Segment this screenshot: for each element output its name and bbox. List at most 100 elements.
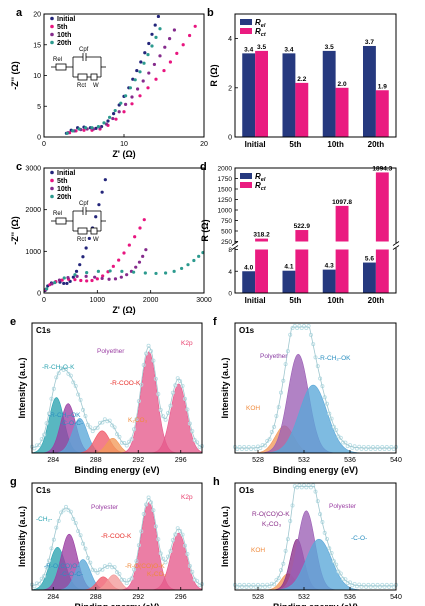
data-point xyxy=(150,44,154,48)
x-tick-label: 20th xyxy=(368,140,385,149)
y-tick-label: 750 xyxy=(221,218,232,225)
circuit-label: Rel xyxy=(53,211,62,217)
data-point xyxy=(45,287,49,291)
y-tick-label: 250 xyxy=(221,239,232,246)
peak-annotation: Polyester xyxy=(91,504,119,511)
raw-data-point xyxy=(124,581,129,586)
raw-data-point xyxy=(375,445,380,450)
raw-data-point xyxy=(368,447,373,452)
plot-frame xyxy=(234,167,397,294)
legend-label: 10th xyxy=(57,186,71,193)
data-point xyxy=(128,86,132,90)
raw-data-point xyxy=(90,429,95,434)
raw-data-point xyxy=(237,445,242,450)
data-point xyxy=(62,281,66,286)
raw-data-point xyxy=(308,485,313,490)
bar-rel xyxy=(362,45,376,138)
warburg-icon xyxy=(90,227,98,235)
raw-data-point xyxy=(391,584,396,589)
data-point xyxy=(188,33,192,38)
raw-data-point xyxy=(361,582,366,587)
raw-data-point xyxy=(301,483,306,488)
data-point xyxy=(104,122,108,126)
raw-data-point xyxy=(384,445,389,450)
data-point xyxy=(84,246,88,250)
peak-annotation: KOH xyxy=(246,405,260,412)
bar-rct xyxy=(375,249,389,293)
x-tick-label: 1000 xyxy=(90,297,106,304)
data-point xyxy=(158,54,162,58)
bar-rct xyxy=(295,249,309,293)
raw-data-point xyxy=(370,445,375,450)
raw-data-point xyxy=(64,504,69,509)
raw-data-point xyxy=(244,447,249,452)
bar-rct xyxy=(335,87,349,137)
x-tick-label: 536 xyxy=(344,457,356,464)
y-tick-label: 0 xyxy=(37,291,41,298)
raw-data-point xyxy=(88,425,93,430)
bar-value-label: 1.9 xyxy=(378,83,387,90)
raw-data-point xyxy=(352,444,357,449)
raw-data-point xyxy=(373,584,378,589)
x-tick-label: 10 xyxy=(120,141,128,148)
raw-data-point xyxy=(304,326,309,331)
data-point xyxy=(90,126,94,130)
x-tick-label: 10th xyxy=(327,296,344,305)
data-point xyxy=(146,86,150,90)
data-point xyxy=(122,251,126,255)
y-tick-label: 8 xyxy=(228,247,232,254)
legend-swatch xyxy=(240,182,252,188)
data-point xyxy=(50,282,54,286)
data-point xyxy=(113,108,117,113)
data-point xyxy=(122,110,126,114)
x-tick-label: 5th xyxy=(289,296,301,305)
data-point xyxy=(124,102,128,107)
legend-label: Initial xyxy=(57,170,75,177)
data-point xyxy=(66,275,70,280)
peak-annotation: -R-COO-K xyxy=(110,380,141,387)
data-point xyxy=(154,271,158,276)
data-point xyxy=(192,258,196,263)
plot-frame xyxy=(234,322,397,454)
peak-annotation: K2p xyxy=(181,340,193,347)
raw-data-point xyxy=(377,584,382,589)
data-point xyxy=(95,277,99,281)
data-point xyxy=(132,270,136,274)
y-tick-label: 500 xyxy=(221,229,232,236)
raw-data-point xyxy=(384,582,389,587)
bar-rct xyxy=(375,90,389,137)
data-point xyxy=(119,275,123,279)
y-tick-label: 0 xyxy=(228,135,232,142)
bar-value-label: 2.0 xyxy=(338,81,347,88)
bar-value-label: 522.9 xyxy=(294,223,311,230)
peak-annotation: K2p xyxy=(181,494,193,501)
bar-rel xyxy=(362,262,376,293)
circuit-label: Rct xyxy=(77,237,86,243)
bar-rct xyxy=(295,82,309,137)
bar-value-label: 3.5 xyxy=(325,44,334,51)
raw-data-point xyxy=(107,562,112,567)
x-tick-label: 296 xyxy=(175,457,187,464)
data-point xyxy=(153,23,157,27)
raw-data-point xyxy=(387,447,392,452)
y-tick-label: 4 xyxy=(228,36,232,43)
legend-marker xyxy=(50,186,54,191)
bar-rct xyxy=(295,230,309,242)
data-point xyxy=(156,14,160,19)
y-axis-label: Intensity (a.u.) xyxy=(17,357,27,418)
raw-data-point xyxy=(359,584,364,589)
panel-letter: f xyxy=(213,316,217,328)
raw-data-point xyxy=(359,446,364,451)
x-tick-label: 536 xyxy=(344,594,356,601)
x-tick-label: Initial xyxy=(245,296,266,305)
x-tick-label: 284 xyxy=(47,457,59,464)
axis-break xyxy=(233,243,238,248)
raw-data-point xyxy=(306,324,311,329)
peak-annotation: K₂CO₃ xyxy=(128,417,148,424)
legend-marker xyxy=(50,16,54,21)
bar-rel xyxy=(282,53,296,137)
bar-rel xyxy=(322,50,336,137)
peak-annotation: -R-O(CO)O- xyxy=(44,563,79,570)
data-point xyxy=(78,263,82,267)
